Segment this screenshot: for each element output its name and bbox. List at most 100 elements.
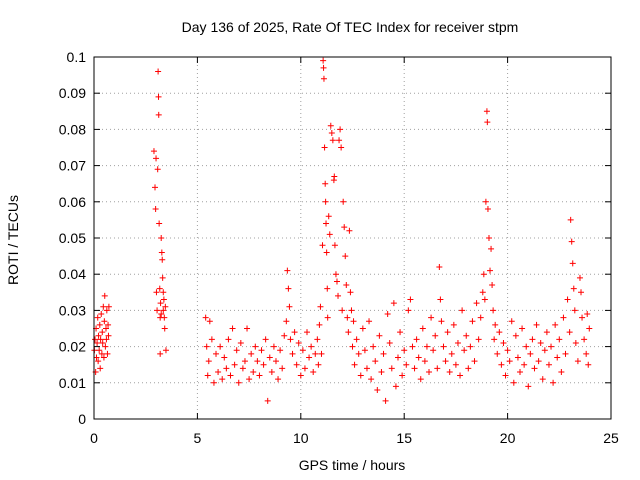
data-point — [233, 347, 240, 354]
data-point — [448, 350, 455, 357]
data-point — [457, 372, 464, 379]
data-point — [348, 307, 355, 314]
y-tick-label: 0.02 — [59, 339, 86, 355]
data-point — [160, 289, 167, 296]
data-point — [104, 350, 111, 357]
data-point — [158, 235, 165, 241]
data-point — [566, 329, 573, 336]
data-point — [529, 336, 536, 343]
data-point — [483, 108, 490, 115]
data-point — [374, 387, 381, 394]
data-point — [315, 361, 322, 368]
data-point — [417, 376, 424, 383]
data-point — [312, 350, 319, 357]
data-point — [154, 166, 161, 173]
x-axis-label: GPS time / hours — [299, 457, 406, 473]
data-point — [225, 336, 232, 343]
data-point — [397, 329, 404, 336]
data-point — [281, 332, 288, 339]
data-point — [318, 350, 325, 357]
data-point — [350, 318, 357, 325]
y-tick-label: 0 — [78, 411, 86, 427]
data-point — [469, 318, 476, 325]
data-point — [584, 311, 591, 318]
data-point — [289, 350, 296, 357]
data-point — [316, 321, 323, 328]
data-point — [496, 329, 503, 336]
data-point — [338, 144, 345, 151]
data-point — [160, 296, 167, 303]
data-point — [370, 343, 377, 350]
data-point — [221, 354, 228, 361]
data-point — [317, 303, 324, 310]
data-point — [432, 332, 439, 339]
data-point — [345, 329, 352, 336]
data-point — [548, 343, 555, 350]
data-point — [320, 57, 327, 64]
data-point — [585, 361, 592, 368]
data-point — [324, 285, 331, 292]
data-point — [411, 365, 418, 372]
data-point — [340, 198, 347, 205]
data-point — [386, 339, 393, 346]
data-point — [293, 361, 300, 368]
data-point — [295, 339, 302, 346]
data-point — [206, 318, 213, 325]
y-tick-label: 0.03 — [59, 302, 86, 318]
data-points — [91, 57, 593, 404]
data-point — [326, 231, 333, 238]
data-point — [204, 372, 211, 379]
data-point — [275, 376, 282, 383]
data-point — [239, 365, 246, 372]
data-point — [231, 361, 238, 368]
data-point — [407, 296, 414, 303]
data-point — [543, 329, 550, 336]
data-point — [152, 206, 159, 213]
data-point — [552, 321, 559, 328]
data-point — [437, 296, 444, 303]
data-point — [331, 242, 338, 249]
data-point — [421, 358, 428, 365]
data-point — [359, 325, 366, 332]
data-point — [97, 365, 104, 372]
data-point — [254, 358, 261, 365]
data-point — [328, 130, 335, 137]
data-point — [306, 354, 313, 361]
data-point — [519, 325, 526, 332]
data-point — [403, 361, 410, 368]
data-point — [227, 372, 234, 379]
data-point — [205, 358, 212, 365]
data-point — [299, 347, 306, 354]
data-point — [554, 354, 561, 361]
data-point — [320, 64, 327, 71]
data-point — [504, 347, 511, 354]
x-tick-label: 5 — [194, 430, 202, 446]
data-point — [568, 238, 575, 245]
data-point — [560, 314, 567, 321]
data-point — [376, 332, 383, 339]
data-point — [550, 379, 557, 386]
data-point — [159, 274, 166, 281]
data-point — [219, 376, 226, 383]
data-point — [423, 343, 430, 350]
x-tick-label: 20 — [500, 430, 516, 446]
data-point — [409, 343, 416, 350]
data-point — [92, 336, 99, 343]
data-point — [266, 354, 273, 361]
data-point — [556, 336, 563, 343]
data-point — [514, 354, 521, 361]
y-tick-label: 0.01 — [59, 375, 86, 391]
data-point — [291, 329, 298, 336]
data-point — [454, 339, 461, 346]
data-point — [353, 336, 360, 343]
data-point — [355, 350, 362, 357]
x-axis-ticks: 0 5 10 15 20 25 — [90, 57, 619, 446]
data-point — [102, 325, 109, 332]
data-point — [96, 321, 103, 328]
data-point — [392, 383, 399, 390]
data-point — [304, 329, 311, 336]
data-point — [463, 332, 470, 339]
data-point — [322, 180, 329, 187]
data-point — [346, 227, 353, 234]
y-tick-label: 0.07 — [59, 158, 86, 174]
